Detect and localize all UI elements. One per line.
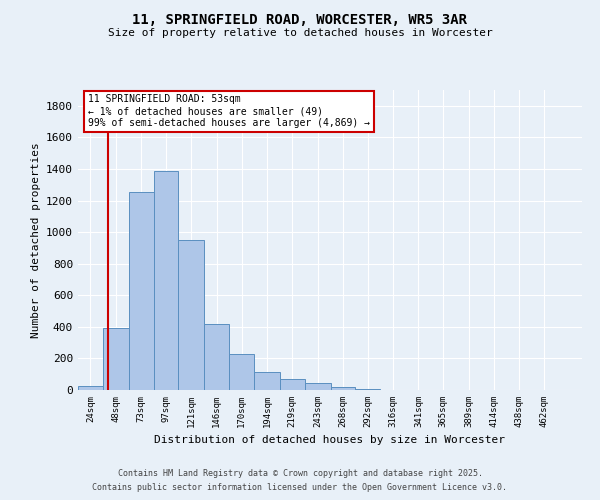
Bar xyxy=(154,170,178,390)
Bar xyxy=(331,387,355,390)
Text: 11, SPRINGFIELD ROAD, WORCESTER, WR5 3AR: 11, SPRINGFIELD ROAD, WORCESTER, WR5 3AR xyxy=(133,12,467,26)
Text: Distribution of detached houses by size in Worcester: Distribution of detached houses by size … xyxy=(155,435,505,445)
Text: Contains public sector information licensed under the Open Government Licence v3: Contains public sector information licen… xyxy=(92,484,508,492)
Bar xyxy=(254,372,280,390)
Y-axis label: Number of detached properties: Number of detached properties xyxy=(31,142,41,338)
Bar xyxy=(305,383,331,390)
Bar xyxy=(178,240,204,390)
Bar xyxy=(129,192,154,390)
Bar xyxy=(280,379,305,390)
Bar xyxy=(229,354,254,390)
Text: Size of property relative to detached houses in Worcester: Size of property relative to detached ho… xyxy=(107,28,493,38)
Text: 11 SPRINGFIELD ROAD: 53sqm
← 1% of detached houses are smaller (49)
99% of semi-: 11 SPRINGFIELD ROAD: 53sqm ← 1% of detac… xyxy=(88,94,370,128)
Bar xyxy=(204,324,229,390)
Bar xyxy=(103,328,129,390)
Text: Contains HM Land Registry data © Crown copyright and database right 2025.: Contains HM Land Registry data © Crown c… xyxy=(118,468,482,477)
Bar xyxy=(78,386,103,390)
Bar xyxy=(355,389,380,390)
